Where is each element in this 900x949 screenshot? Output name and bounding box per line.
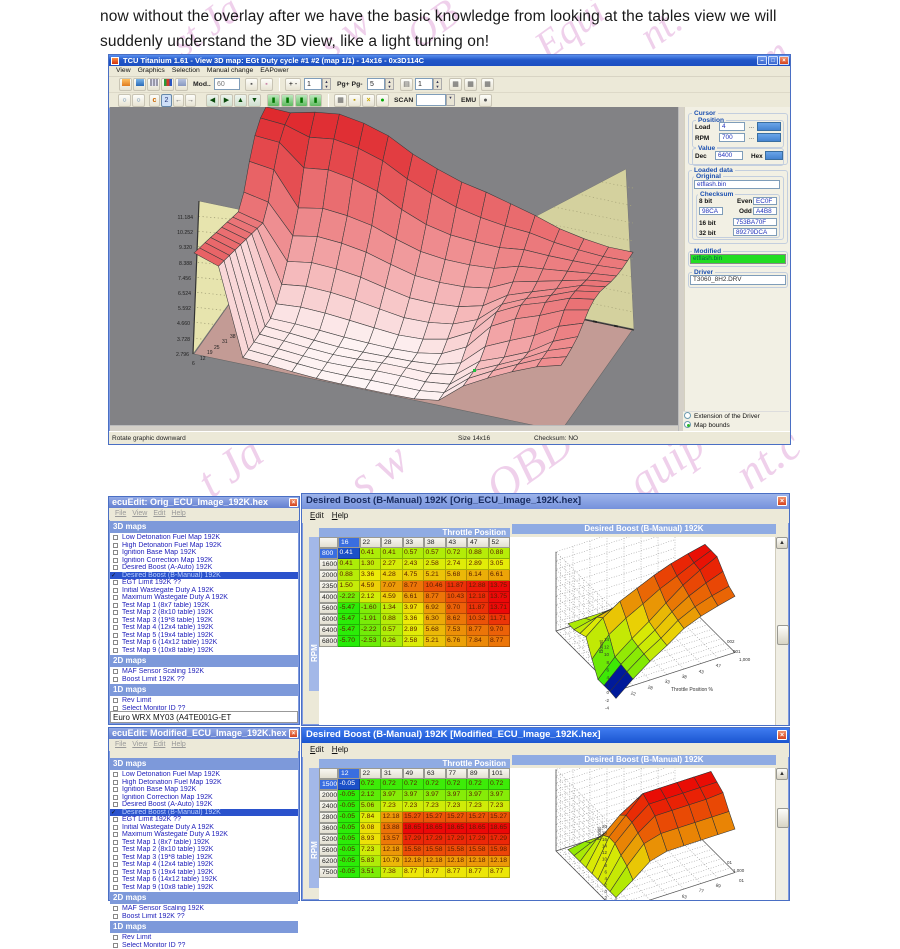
svg-text:10.252: 10.252 [177, 230, 193, 236]
svg-text:1,000: 1,000 [739, 657, 751, 662]
svg-text:38: 38 [230, 334, 236, 340]
svg-text:6.524: 6.524 [178, 291, 191, 297]
svg-text:002: 002 [727, 639, 735, 644]
svg-text:Throttle Position %: Throttle Position % [671, 687, 714, 693]
svg-text:4.660: 4.660 [177, 321, 190, 327]
svg-text:001: 001 [733, 649, 741, 654]
svg-text:01: 01 [739, 878, 745, 883]
svg-text:25: 25 [214, 345, 220, 351]
svg-text:-4: -4 [605, 705, 609, 710]
svg-text:12: 12 [602, 850, 608, 855]
svg-text:9.320: 9.320 [179, 245, 192, 251]
svg-text:5.592: 5.592 [178, 306, 191, 312]
svg-text:19: 19 [207, 350, 213, 356]
svg-text:Boost: Boost [597, 827, 603, 840]
svg-text:31: 31 [222, 339, 228, 345]
svg-text:12: 12 [200, 356, 206, 362]
svg-text:1,000: 1,000 [733, 868, 745, 873]
svg-text:2.796: 2.796 [176, 352, 189, 358]
svg-text:3.728: 3.728 [177, 337, 190, 343]
svg-text:7.456: 7.456 [178, 276, 191, 282]
svg-text:6: 6 [192, 361, 195, 367]
svg-text:14: 14 [602, 844, 608, 849]
svg-text:-2: -2 [603, 896, 607, 901]
svg-text:-2: -2 [605, 698, 609, 703]
svg-text:11.184: 11.184 [178, 215, 194, 221]
svg-text:01: 01 [727, 860, 733, 865]
svg-text:10: 10 [602, 857, 608, 862]
svg-text:Boost: Boost [599, 640, 605, 653]
svg-text:8.388: 8.388 [179, 261, 192, 267]
